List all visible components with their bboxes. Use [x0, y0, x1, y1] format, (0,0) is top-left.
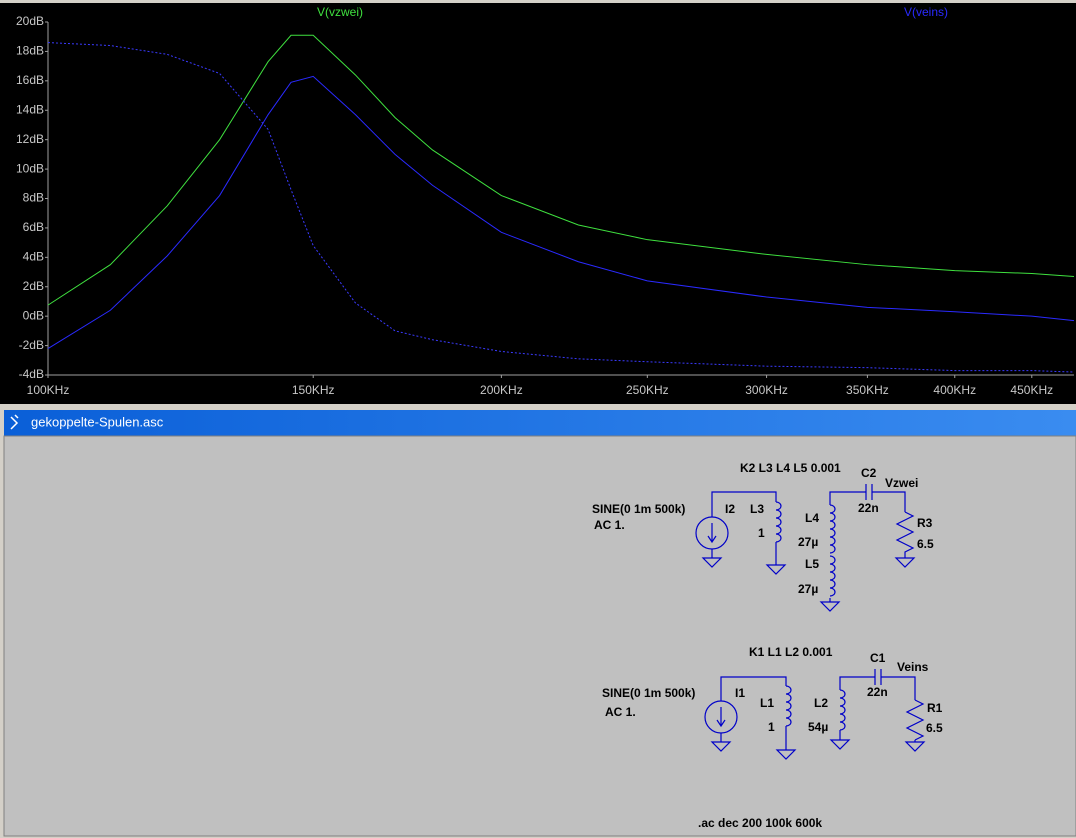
x-tick-label: 350KHz [846, 383, 889, 397]
label: Veins [897, 660, 929, 674]
inductor [829, 504, 836, 554]
inductor [839, 689, 846, 731]
y-tick-label: 16dB [16, 73, 44, 87]
label: 27µ [798, 535, 818, 549]
wire [711, 491, 906, 602]
inductor [775, 501, 782, 543]
resistor [895, 511, 915, 556]
label: I2 [725, 502, 735, 516]
x-tick-label: 450KHz [1010, 383, 1053, 397]
label: 6.5 [926, 721, 943, 735]
y-tick-label: 14dB [16, 102, 44, 116]
x-tick-label: 100KHz [27, 383, 70, 397]
y-tick-label: -4dB [19, 367, 44, 381]
label: L2 [814, 696, 828, 710]
label: C2 [861, 466, 877, 480]
label: 54µ [808, 720, 828, 734]
splitter[interactable] [0, 404, 1076, 410]
label: K2 L3 L4 L5 0.001 [740, 461, 841, 475]
y-tick-label: 4dB [23, 250, 44, 264]
series-line [47, 34, 1075, 306]
label: R3 [917, 516, 933, 530]
spice-directive: .ac dec 200 100k 600k [698, 816, 822, 830]
y-tick-label: 10dB [16, 161, 44, 175]
capacitor [865, 484, 873, 500]
ground [710, 741, 732, 752]
y-tick-label: -2dB [19, 338, 44, 352]
y-tick-label: 2dB [23, 279, 44, 293]
x-tick-label: 400KHz [933, 383, 976, 397]
capacitor [874, 669, 882, 685]
label: 27µ [798, 582, 818, 596]
ground [765, 564, 787, 575]
schematic-pane[interactable] [3, 435, 1076, 837]
label: L1 [760, 696, 774, 710]
label: 6.5 [917, 537, 934, 551]
plot-pane [0, 0, 1076, 404]
label: K1 L1 L2 0.001 [749, 645, 833, 659]
ground [701, 557, 723, 568]
label: SINE(0 1m 500k) [592, 502, 685, 516]
series-line [47, 42, 1075, 373]
source-arrow [707, 523, 717, 544]
ground [894, 557, 916, 568]
y-tick-label: 18dB [16, 44, 44, 58]
ground [829, 739, 851, 750]
label: L3 [750, 502, 764, 516]
label: AC 1. [594, 518, 625, 532]
title-bar[interactable] [4, 410, 1076, 436]
current-source [704, 700, 738, 734]
source-arrow [716, 707, 726, 728]
ground [775, 749, 797, 760]
y-tick-label: 6dB [23, 220, 44, 234]
window-title: gekoppelte-Spulen.asc [31, 414, 164, 429]
y-tick-label: 20dB [16, 14, 44, 28]
current-source [695, 516, 729, 550]
inductor [829, 555, 836, 597]
label: I1 [735, 686, 745, 700]
label: AC 1. [605, 705, 636, 719]
pane-border [0, 0, 1076, 3]
label: SINE(0 1m 500k) [602, 686, 695, 700]
label: C1 [870, 651, 886, 665]
series-line [47, 75, 1075, 349]
label: 1 [768, 720, 775, 734]
y-tick-label: 8dB [23, 191, 44, 205]
resistor [905, 699, 925, 741]
ground [904, 741, 926, 752]
x-tick-label: 300KHz [745, 383, 788, 397]
schematic: K2 L3 L4 L5 0.001 C2 Vzwei SINE(0 1m 500… [592, 461, 943, 830]
label: 1 [758, 526, 765, 540]
label: 22n [867, 685, 888, 699]
plot: 20dB 18dB 16dB 14dB 12dB 10dB 8dB 6dB 4dB 2dB 0dB -… [16, 5, 1075, 397]
x-tick-label: 250KHz [626, 383, 669, 397]
y-tick-label: 12dB [16, 132, 44, 146]
legend-entry: V(veins) [904, 5, 948, 19]
label: 22n [858, 501, 879, 515]
wire [720, 676, 916, 750]
legend-entry: V(vzwei) [317, 5, 363, 19]
x-tick-label: 200KHz [480, 383, 523, 397]
label: R1 [927, 701, 943, 715]
label: L5 [805, 557, 819, 571]
y-tick-label: 0dB [23, 308, 44, 322]
ground [819, 601, 841, 612]
label: Vzwei [885, 476, 918, 490]
label: L4 [805, 511, 819, 525]
inductor [785, 685, 792, 727]
app-icon [10, 414, 19, 430]
x-tick-label: 150KHz [292, 383, 335, 397]
